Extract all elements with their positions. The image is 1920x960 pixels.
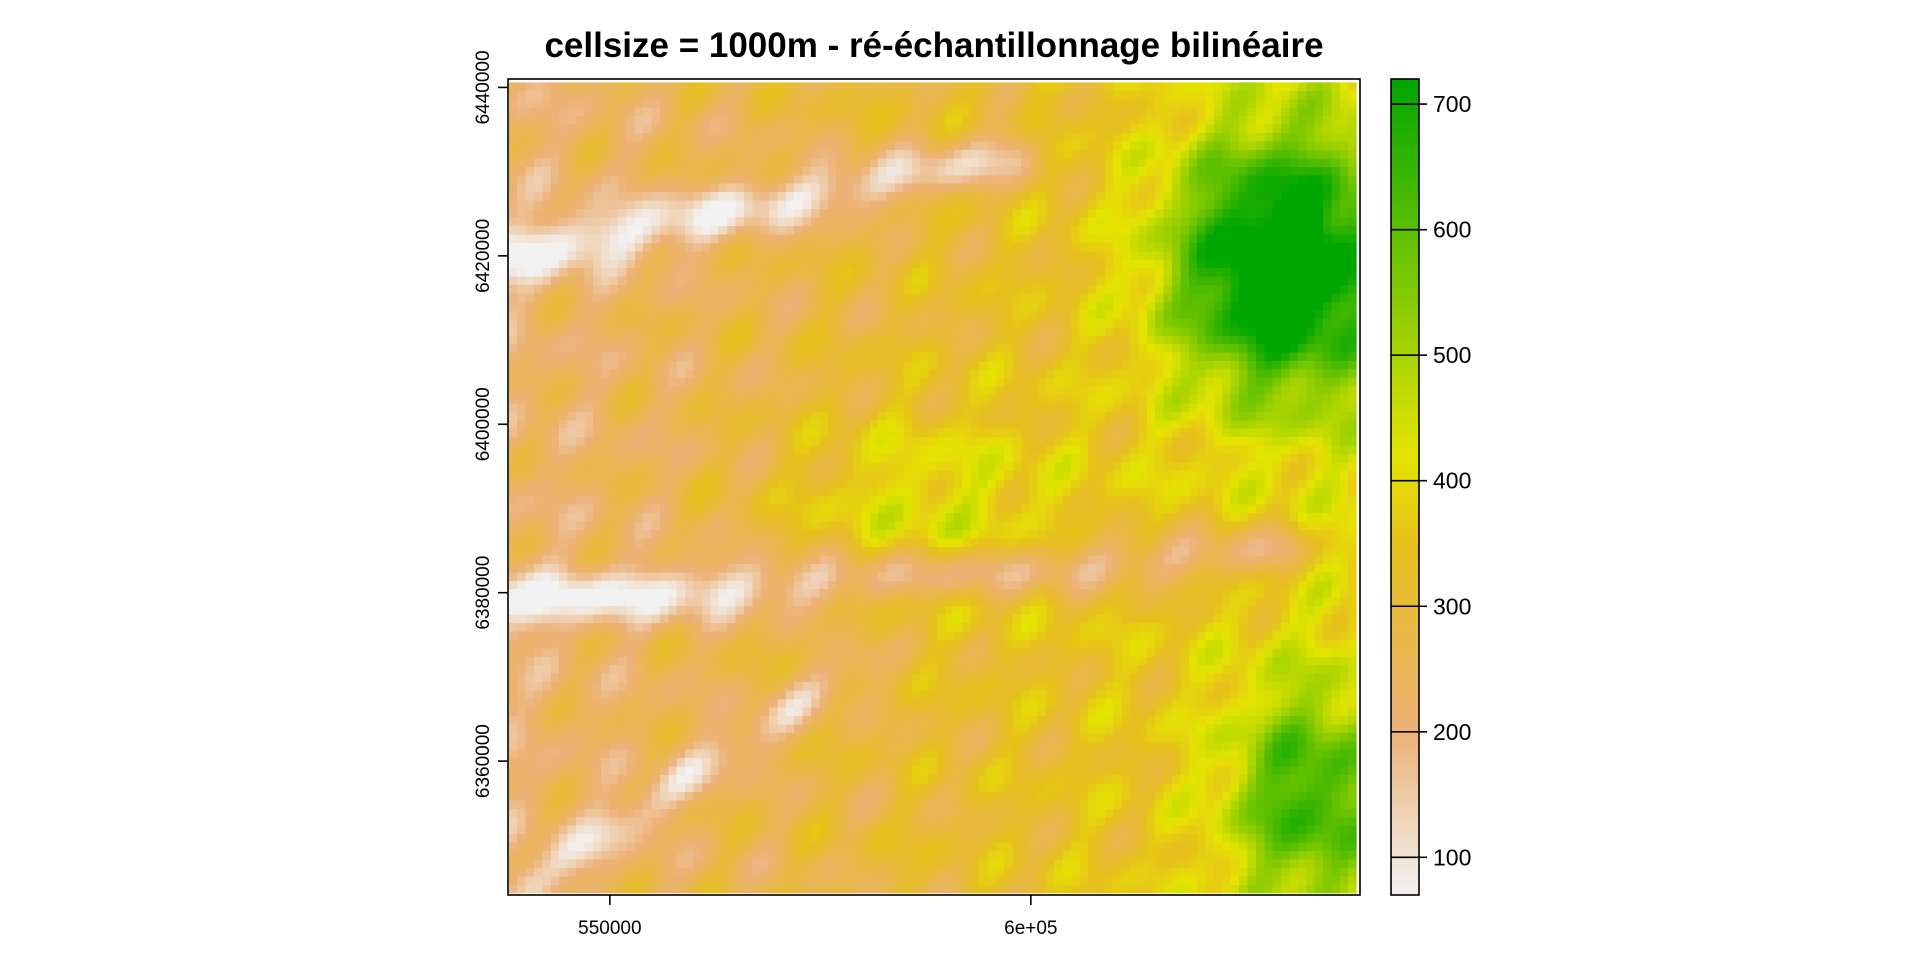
color-legend: 100 200 300 400 500 600 700 bbox=[1390, 78, 1471, 896]
x-tick-label: 6e+05 bbox=[1004, 918, 1057, 939]
elevation-image bbox=[508, 82, 1357, 894]
chart-title: cellsize = 1000m - ré-échantillonnage bi… bbox=[544, 26, 1323, 65]
x-tick-label: 550000 bbox=[578, 918, 641, 939]
y-tick-label: 6420000 bbox=[473, 219, 494, 293]
y-axis: 6440000 6420000 6400000 6380000 6360000 bbox=[473, 50, 508, 798]
legend-ticks: 100 200 300 400 500 600 700 bbox=[1391, 91, 1471, 870]
elevation-raster bbox=[508, 82, 1357, 894]
y-tick-label: 6400000 bbox=[473, 387, 494, 461]
y-tick-label: 6380000 bbox=[473, 556, 494, 630]
x-axis: 550000 6e+05 bbox=[578, 895, 1058, 939]
plot-frame bbox=[507, 78, 1361, 896]
y-tick-label: 6360000 bbox=[473, 724, 494, 798]
legend-tick-label: 600 bbox=[1433, 217, 1471, 243]
legend-tick-label: 200 bbox=[1433, 719, 1471, 745]
legend-tick-label: 300 bbox=[1433, 593, 1471, 619]
legend-colorbar bbox=[1390, 78, 1420, 896]
legend-tick-label: 100 bbox=[1433, 844, 1471, 870]
legend-tick-label: 700 bbox=[1433, 91, 1471, 117]
legend-tick-label: 400 bbox=[1433, 468, 1471, 494]
legend-tick-label: 500 bbox=[1433, 342, 1471, 368]
y-tick-label: 6440000 bbox=[473, 50, 494, 124]
